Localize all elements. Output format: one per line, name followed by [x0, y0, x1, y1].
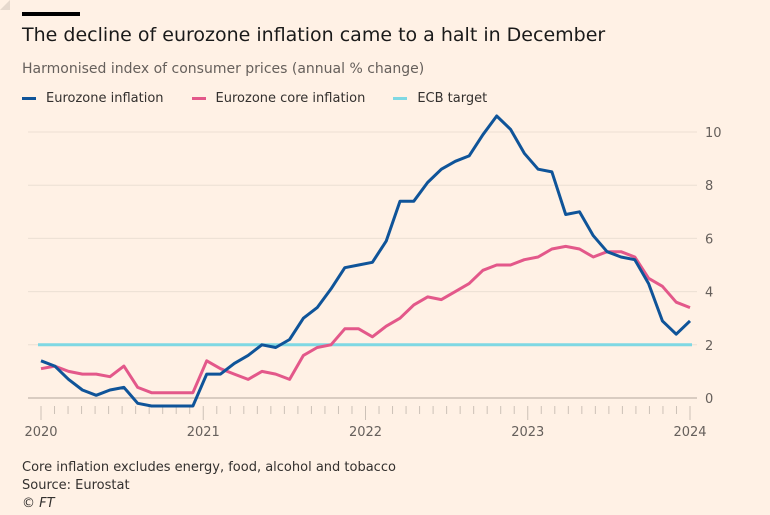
- x-tick-label: 2023: [511, 425, 544, 440]
- x-tick-label: 2021: [187, 425, 220, 440]
- legend-swatch: [22, 97, 36, 100]
- chart-subtitle: Harmonised index of consumer prices (ann…: [22, 61, 425, 77]
- legend-label: ECB target: [417, 91, 488, 106]
- series-eurozone-inflation: [40, 114, 692, 408]
- legend-swatch: [393, 97, 408, 100]
- legend-item-target: ECB target: [393, 91, 487, 106]
- y-tick-label: 8: [705, 179, 713, 194]
- chart-title: The decline of eurozone inflation came t…: [22, 24, 606, 46]
- ft-title-bar: [22, 12, 80, 16]
- legend-label: Eurozone core inflation: [215, 91, 366, 106]
- credit: © FT: [22, 496, 55, 511]
- y-tick-label: 0: [705, 392, 713, 407]
- legend-item-headline: Eurozone inflation: [22, 91, 164, 106]
- legend: Eurozone inflation Eurozone core inflati…: [22, 91, 515, 106]
- legend-label: Eurozone inflation: [46, 91, 164, 106]
- legend-swatch: [191, 97, 206, 100]
- y-tick-label: 6: [705, 232, 713, 247]
- y-tick-label: 10: [705, 126, 722, 141]
- x-tick-label: 2024: [673, 425, 706, 440]
- legend-item-core: Eurozone core inflation: [191, 91, 366, 106]
- y-tick-label: 2: [705, 339, 713, 354]
- x-tick-label: 2020: [24, 425, 57, 440]
- resize-handle-icon[interactable]: [0, 0, 10, 10]
- x-tick-label: 2022: [349, 425, 382, 440]
- footnote: Core inflation excludes energy, food, al…: [22, 460, 396, 475]
- y-tick-label: 4: [705, 286, 713, 301]
- series-core-inflation: [40, 244, 691, 395]
- source: Source: Eurostat: [22, 478, 130, 493]
